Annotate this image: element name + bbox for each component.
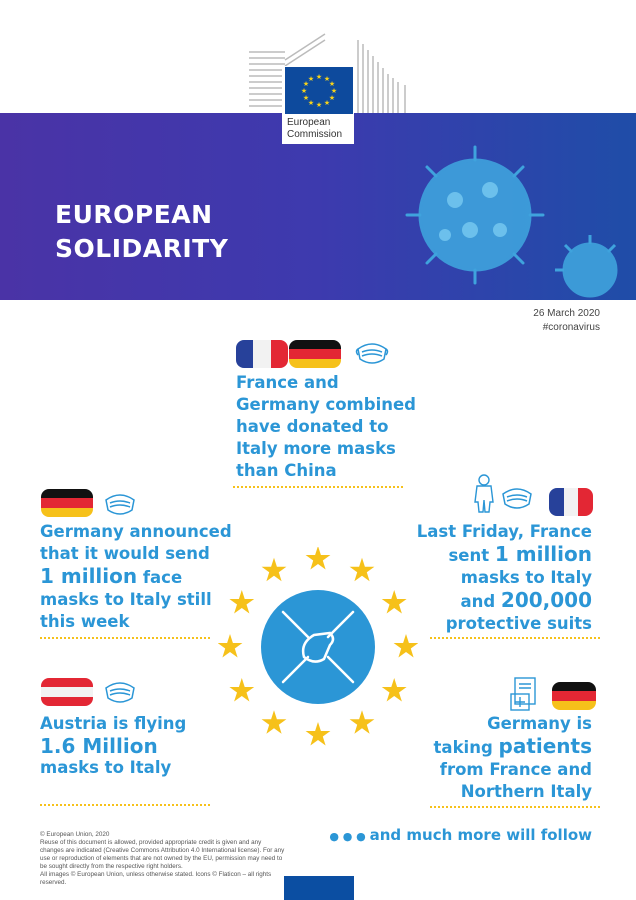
star-icon bbox=[229, 590, 255, 614]
footer-line: © European Union, 2020 bbox=[40, 831, 110, 838]
mask-icon bbox=[502, 488, 532, 509]
virus-illustration bbox=[405, 145, 618, 298]
text-line: Italy more masks bbox=[236, 439, 396, 458]
text-line: that it would send bbox=[40, 544, 210, 563]
mask-icon bbox=[355, 343, 389, 364]
text-line: Germany combined bbox=[236, 395, 416, 414]
follow-text: ● ● ● and much more will follow bbox=[329, 824, 592, 848]
text-line: from France and bbox=[439, 760, 592, 779]
star-icon bbox=[261, 710, 287, 734]
highlight: 1.6 Million bbox=[40, 734, 158, 758]
germany-flag-icon bbox=[552, 682, 596, 710]
follow-label: and much more will follow bbox=[369, 826, 592, 844]
date-block: 26 March 2020 #coronavirus bbox=[533, 307, 600, 335]
svg-text:★: ★ bbox=[331, 87, 337, 95]
germany-flag-icon bbox=[41, 489, 93, 517]
text-line: 1 million face bbox=[40, 565, 232, 589]
svg-text:★: ★ bbox=[329, 80, 335, 88]
star-icon bbox=[261, 557, 287, 582]
text-line: protective suits bbox=[445, 614, 592, 633]
austria-flag-icon bbox=[41, 678, 93, 706]
star-icon bbox=[381, 590, 407, 614]
commission-building-logo bbox=[249, 33, 406, 115]
divider bbox=[233, 486, 403, 488]
solidarity-emblem bbox=[218, 547, 418, 746]
star-icon bbox=[305, 722, 331, 746]
austria-text: Austria is flying 1.6 Million masks to I… bbox=[40, 713, 186, 779]
highlight: 200,000 bbox=[500, 588, 592, 612]
text-line: Austria is flying bbox=[40, 714, 187, 733]
text-line: than China bbox=[236, 461, 337, 480]
svg-text:★: ★ bbox=[308, 99, 314, 107]
text: and bbox=[460, 592, 501, 611]
text-line: Last Friday, France bbox=[416, 522, 592, 541]
text-line: Northern Italy bbox=[460, 782, 592, 801]
text-line: and 200,000 bbox=[417, 589, 592, 613]
star-icon bbox=[305, 547, 331, 570]
france-sent-text: Last Friday, France sent 1 million masks… bbox=[417, 521, 592, 635]
germany-patients-text: Germany is taking patients from France a… bbox=[434, 713, 592, 803]
text-line: Germany is bbox=[487, 714, 592, 733]
germany-masks-text: Germany announced that it would send 1 m… bbox=[40, 521, 232, 633]
protective-suit-icon bbox=[474, 474, 494, 513]
star-icon bbox=[349, 710, 375, 734]
logo-line1: European bbox=[287, 117, 331, 128]
svg-text:★: ★ bbox=[303, 94, 309, 102]
divider bbox=[40, 637, 210, 639]
ellipsis-dots-icon: ● ● ● bbox=[329, 830, 370, 843]
hands-circle bbox=[261, 590, 375, 704]
star-icon bbox=[349, 557, 375, 582]
footer-line: Reuse of this document is allowed, provi… bbox=[40, 839, 285, 870]
text: sent bbox=[448, 546, 495, 565]
date: 26 March 2020 bbox=[533, 308, 600, 319]
svg-text:★: ★ bbox=[316, 101, 322, 109]
title-line1: EUROPEAN bbox=[55, 200, 213, 229]
germany-flag-icon bbox=[289, 340, 341, 368]
text: taking bbox=[433, 738, 499, 757]
svg-text:★: ★ bbox=[316, 73, 322, 81]
highlight: 1 million bbox=[40, 564, 138, 588]
svg-text:★: ★ bbox=[303, 80, 309, 88]
hashtag: #coronavirus bbox=[542, 322, 600, 333]
eu-flag-icon: ★ ★★★★★★★★★★★ bbox=[285, 67, 353, 114]
copyright-footer: © European Union, 2020 Reuse of this doc… bbox=[40, 831, 285, 887]
medical-record-icon bbox=[510, 677, 536, 711]
star-icon bbox=[229, 678, 255, 702]
divider bbox=[430, 637, 600, 639]
mask-icon bbox=[105, 682, 135, 703]
title-line2: SOLIDARITY bbox=[55, 234, 229, 263]
star-icon bbox=[381, 678, 407, 702]
divider bbox=[40, 804, 210, 806]
text-line: masks to Italy bbox=[40, 758, 172, 777]
text-line: Germany announced bbox=[40, 522, 232, 541]
text-line: France and bbox=[236, 373, 339, 392]
footer-line: All images © European Union, unless othe… bbox=[40, 871, 272, 886]
page-title: EUROPEAN SOLIDARITY bbox=[55, 198, 228, 266]
france-flag-icon bbox=[236, 340, 288, 368]
text-line: masks to Italy bbox=[460, 568, 592, 587]
text: face bbox=[137, 568, 183, 587]
svg-text:★: ★ bbox=[324, 75, 330, 83]
logo-line2: Commission bbox=[287, 129, 343, 140]
france-flag-icon bbox=[549, 488, 593, 516]
svg-text:★: ★ bbox=[301, 87, 307, 95]
footer-bar bbox=[284, 876, 354, 900]
text-line: this week bbox=[40, 612, 130, 631]
star-icon bbox=[393, 634, 418, 658]
mask-icon bbox=[105, 494, 135, 515]
divider bbox=[430, 806, 600, 808]
highlight: patients bbox=[498, 734, 593, 758]
text-line: masks to Italy still bbox=[40, 590, 212, 609]
highlight: 1 million bbox=[494, 542, 592, 566]
france-germany-text: France and Germany combined have donated… bbox=[236, 372, 416, 482]
logo-text: European Commission bbox=[287, 117, 342, 141]
text-line: have donated to bbox=[236, 417, 389, 436]
hands-icon bbox=[281, 610, 355, 684]
text-line: sent 1 million bbox=[417, 543, 592, 567]
svg-text:★: ★ bbox=[308, 75, 314, 83]
svg-text:★: ★ bbox=[324, 99, 330, 107]
svg-text:★: ★ bbox=[329, 94, 335, 102]
text-line: taking patients bbox=[434, 735, 592, 759]
star-icon bbox=[218, 634, 243, 658]
